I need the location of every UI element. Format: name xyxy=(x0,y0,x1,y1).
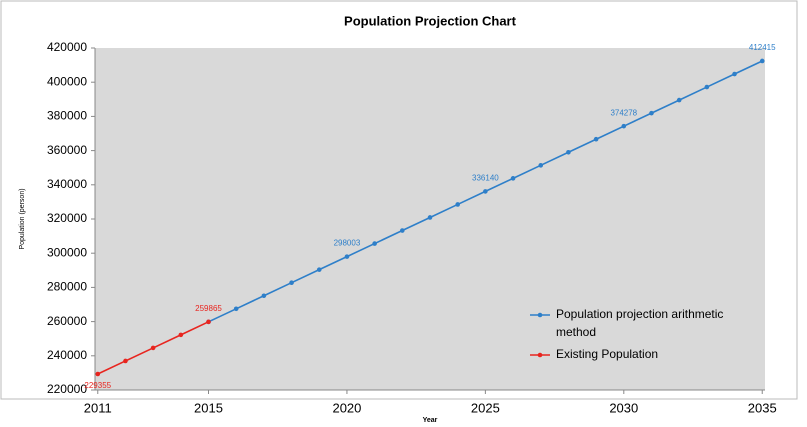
y-tick-label: 280000 xyxy=(47,280,87,294)
x-tick-label: 2011 xyxy=(84,400,112,415)
data-label: 298003 xyxy=(334,239,361,248)
y-tick-label: 240000 xyxy=(47,348,87,362)
y-tick-label: 260000 xyxy=(47,314,87,328)
data-point xyxy=(510,176,516,181)
x-tick-label: 2015 xyxy=(194,400,223,415)
data-point xyxy=(372,241,377,246)
y-tick-label: 380000 xyxy=(47,109,87,123)
data-point xyxy=(400,228,405,233)
x-tick-label: 2035 xyxy=(748,400,777,415)
data-label: 336140 xyxy=(472,174,499,183)
legend-label: Population projection arithmetic method xyxy=(556,307,723,339)
x-tick-label: 2025 xyxy=(471,400,500,415)
y-tick-label: 400000 xyxy=(47,74,87,88)
x-axis-label: Year xyxy=(423,417,438,424)
data-label: 374278 xyxy=(610,108,637,117)
data-point xyxy=(621,123,627,129)
data-point xyxy=(206,319,211,325)
y-tick-label: 340000 xyxy=(47,177,87,191)
y-tick-label: 300000 xyxy=(47,245,87,259)
x-tick-label: 2030 xyxy=(609,400,638,415)
y-axis-label: Population (person) xyxy=(19,188,26,249)
data-point xyxy=(455,202,460,207)
y-tick-label: 360000 xyxy=(47,143,87,157)
data-point xyxy=(759,58,765,64)
data-point xyxy=(732,71,737,77)
data-point xyxy=(566,149,571,155)
data-point xyxy=(95,371,101,377)
data-label: 259865 xyxy=(195,304,222,313)
data-point xyxy=(427,215,433,220)
data-point xyxy=(289,280,294,286)
data-point xyxy=(704,84,710,90)
data-label: 412415 xyxy=(749,43,776,52)
chart-title: Population Projection Chart xyxy=(344,13,517,28)
data-point xyxy=(483,189,488,194)
data-point xyxy=(233,306,239,312)
data-point xyxy=(593,136,599,142)
data-point xyxy=(676,97,682,103)
legend-marker xyxy=(537,312,543,318)
data-point xyxy=(316,267,322,272)
data-point xyxy=(649,110,654,116)
data-point xyxy=(344,254,350,259)
data-point xyxy=(261,293,267,299)
data-point xyxy=(123,358,128,364)
x-tick-label: 2020 xyxy=(332,400,361,415)
data-point xyxy=(538,163,544,168)
legend-label: Existing Population xyxy=(556,347,658,361)
data-point xyxy=(150,345,156,351)
data-point xyxy=(178,332,184,338)
data-label: 229355 xyxy=(84,381,111,390)
y-tick-label: 220000 xyxy=(47,382,87,396)
legend-marker xyxy=(537,352,543,358)
y-tick-label: 320000 xyxy=(47,211,87,225)
y-tick-label: 420000 xyxy=(47,40,87,54)
